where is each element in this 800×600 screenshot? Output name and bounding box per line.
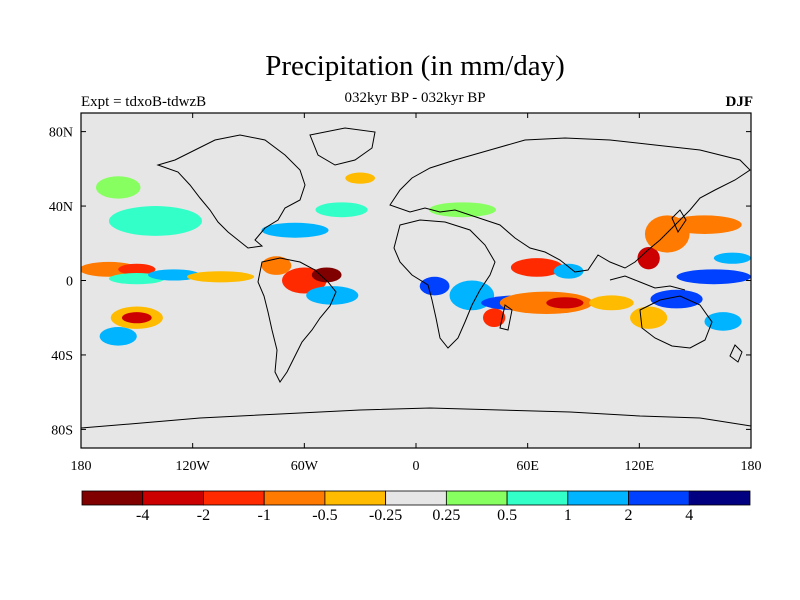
anomaly-region (704, 312, 742, 331)
colorbar-label: -0.25 (368, 507, 403, 524)
anomaly-region (95, 176, 141, 199)
x-tick-label: 60E (516, 459, 539, 474)
coastline-madagascar (499, 304, 513, 331)
anomaly-region (306, 286, 359, 305)
colorbar-swatch (567, 490, 629, 506)
coastlines (81, 127, 751, 429)
colorbar-label: 4 (685, 507, 694, 524)
colorbar-label: 0.25 (432, 507, 461, 524)
coastline-south-america (257, 257, 337, 383)
anomaly-region (118, 263, 156, 275)
coastline-antarctica (81, 407, 751, 429)
anomaly-region (713, 252, 751, 264)
y-tick-label: 80S (51, 423, 73, 438)
x-tick-label: 120E (625, 459, 655, 474)
colorbar-swatch (81, 490, 144, 506)
anomaly-region (637, 246, 660, 270)
y-tick-label: 80N (49, 126, 73, 141)
anomaly-region (589, 295, 634, 311)
anomaly-region (650, 289, 703, 309)
season-label: DJF (725, 94, 754, 110)
anomaly-region (510, 258, 564, 277)
anomaly-region (345, 172, 376, 184)
colorbar-label: 0.5 (497, 507, 518, 524)
anomaly-region (429, 202, 497, 218)
coastline-australia (639, 295, 713, 349)
anomaly-region (121, 312, 152, 324)
coastline-new-zealand (729, 344, 743, 363)
anomaly-region (187, 271, 255, 283)
coastline-north-america (156, 134, 306, 249)
x-tick-label: 180 (741, 459, 762, 474)
anomaly-region (311, 267, 342, 283)
experiment-label: Expt = tdxoB-tdwzB (81, 94, 207, 110)
colorbar-label: 1 (563, 507, 572, 524)
colorbar-swatch (263, 490, 326, 506)
x-tick-label: 0 (413, 459, 420, 474)
anomaly-region (148, 269, 201, 281)
map-background (81, 113, 751, 448)
anomaly-region (419, 276, 450, 296)
colorbar-swatch (688, 490, 751, 506)
colorbar-label: 2 (624, 507, 633, 524)
colorbar-label: -1 (257, 507, 271, 524)
anomaly-region (546, 297, 584, 309)
anomaly-region (676, 269, 751, 285)
x-tick-label: 60W (291, 459, 319, 474)
y-tick-label: 40S (51, 349, 73, 364)
colorbar-swatch (142, 490, 204, 506)
anomaly-layer (81, 172, 751, 346)
colorbar-swatch (506, 490, 569, 506)
colorbar-swatch (203, 490, 265, 506)
coastline-eurasia (389, 137, 751, 273)
colorbar-label: -0.5 (312, 507, 338, 524)
y-tick-label: 40N (49, 200, 73, 215)
anomaly-region (553, 263, 584, 279)
x-axis: 180 120W 60W 0 60E 120E 180 (71, 113, 762, 474)
colorbar-swatch (628, 490, 690, 506)
anomaly-region (261, 222, 329, 238)
anomaly-region (108, 206, 202, 236)
coastline-greenland (309, 127, 376, 166)
colorbar-swatch (445, 490, 508, 506)
anomaly-region (499, 291, 593, 315)
coastline-indonesia (609, 275, 686, 291)
coastline-africa (393, 219, 496, 349)
colorbar (81, 490, 751, 506)
x-tick-label: 120W (176, 459, 211, 474)
colorbar-label: -4 (136, 507, 150, 524)
anomaly-region (630, 306, 668, 329)
colorbar-swatch (385, 490, 447, 506)
x-tick-label: 180 (71, 459, 92, 474)
chart-subtitle: 032kyr BP - 032kyr BP (344, 90, 486, 106)
colorbar-label: -2 (196, 507, 211, 524)
y-axis: 80N 40N 0 40S 80S (49, 126, 751, 438)
anomaly-region (99, 327, 137, 346)
anomaly-region (315, 202, 368, 218)
colorbar-swatch (324, 490, 387, 506)
anomaly-region (483, 308, 506, 328)
y-tick-label: 0 (66, 275, 73, 290)
chart-title: Precipitation (in mm/day) (265, 50, 565, 82)
coastline-japan (671, 209, 687, 234)
